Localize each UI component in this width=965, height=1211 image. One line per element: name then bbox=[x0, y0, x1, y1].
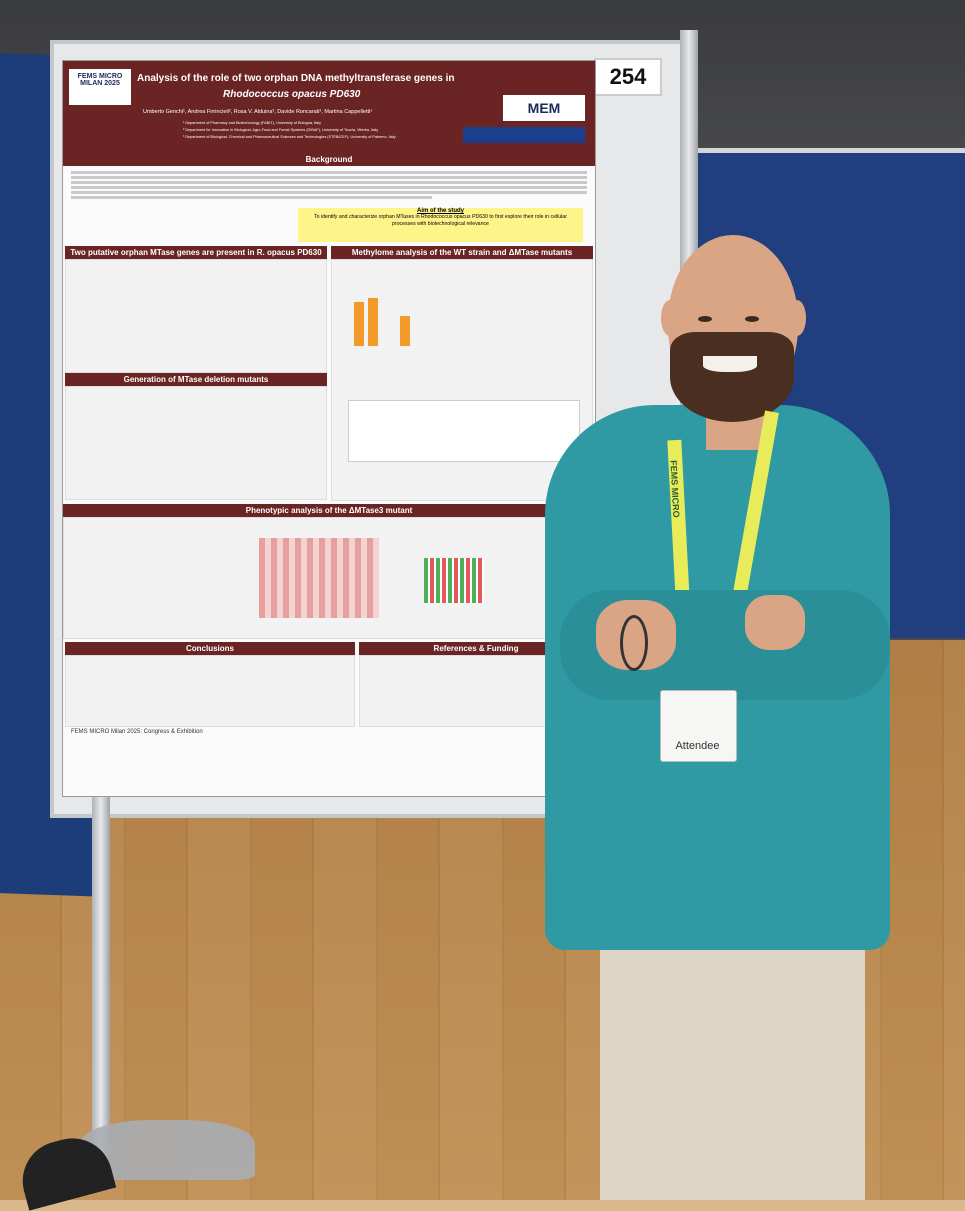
attendee-badge bbox=[660, 690, 737, 762]
growth-bar-chart bbox=[424, 558, 484, 603]
left-eye bbox=[698, 316, 712, 322]
right-hand bbox=[745, 595, 805, 650]
beard bbox=[670, 332, 794, 422]
orphan-panel bbox=[65, 259, 327, 373]
poster-title-line2: Rhodococcus opacus PD630 bbox=[223, 89, 361, 100]
methylome-heading: Methylome analysis of the WT strain and … bbox=[331, 246, 593, 259]
scientific-poster: FEMS MICRO MILAN 2025 Analysis of the ro… bbox=[62, 60, 596, 797]
references-heading: References & Funding bbox=[359, 642, 593, 655]
conclusions-panel bbox=[65, 655, 355, 727]
aim-text: To identify and characterize orphan MTas… bbox=[314, 214, 567, 227]
badge-label: Attendee bbox=[675, 740, 720, 752]
phenotypic-heading: Phenotypic analysis of the ΔMTase3 mutan… bbox=[63, 504, 595, 517]
methylation-bar-chart bbox=[348, 296, 438, 346]
lanyard-text: FEMS MICRO bbox=[668, 459, 682, 518]
poster-title-line1: Analysis of the role of two orphan DNA m… bbox=[137, 73, 455, 84]
background-text bbox=[63, 166, 595, 204]
background-heading: Background bbox=[63, 153, 595, 166]
affiliation-1: ¹ Department of Pharmacy and Biotechnolo… bbox=[183, 121, 322, 125]
deletion-heading: Generation of MTase deletion mutants bbox=[65, 373, 327, 386]
mem-logo: MEM bbox=[503, 95, 585, 121]
right-eye bbox=[745, 316, 759, 322]
bracelet bbox=[620, 615, 648, 671]
conclusions-heading: Conclusions bbox=[65, 642, 355, 655]
methylome-panel bbox=[331, 259, 593, 501]
affiliation-2: ² Department for Innovation in Biologica… bbox=[183, 128, 379, 132]
right-column: Methylome analysis of the WT strain and … bbox=[331, 246, 593, 501]
affiliation-3: ³ Department of Biological, Chemical and… bbox=[183, 135, 396, 139]
poster-number: 254 bbox=[594, 58, 662, 96]
left-column: Two putative orphan MTase genes are pres… bbox=[65, 246, 327, 501]
smile bbox=[703, 356, 757, 372]
orphan-heading: Two putative orphan MTase genes are pres… bbox=[65, 246, 327, 259]
methylation-dot-plot bbox=[348, 400, 580, 462]
aim-title: Aim of the study bbox=[416, 208, 464, 214]
fems-logo: FEMS MICRO MILAN 2025 bbox=[69, 69, 131, 105]
aim-box: Aim of the study To identify and charact… bbox=[298, 208, 583, 242]
funding-logos-strip bbox=[463, 127, 585, 143]
phenotypic-panel bbox=[63, 517, 595, 639]
heatmap bbox=[259, 538, 379, 618]
poster-header: FEMS MICRO MILAN 2025 Analysis of the ro… bbox=[63, 61, 595, 153]
deletion-panel bbox=[65, 386, 327, 500]
poster-footer: FEMS MICRO Milan 2025: Congress & Exhibi… bbox=[71, 729, 203, 735]
poster-authors: Umberto Genchi¹, Andrea Firrincieli², Ro… bbox=[143, 109, 373, 115]
